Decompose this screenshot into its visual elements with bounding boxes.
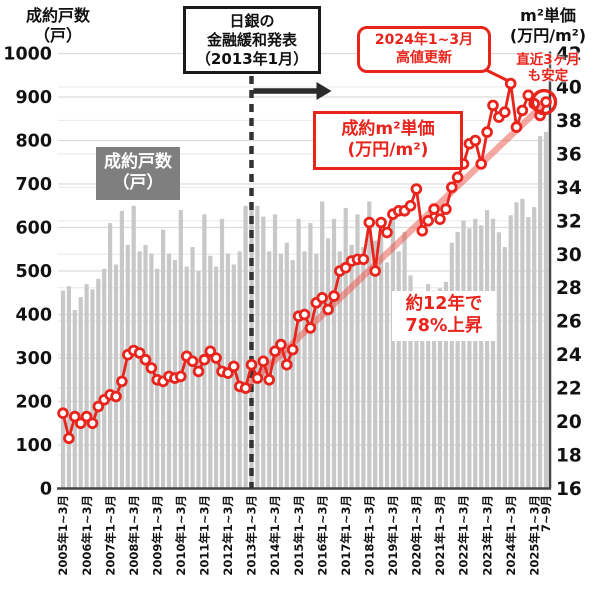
svg-text:2017年1~3月: 2017年1~3月 bbox=[339, 495, 353, 576]
svg-text:2007年1~3月: 2007年1~3月 bbox=[103, 495, 117, 576]
svg-text:2021年1~3月: 2021年1~3月 bbox=[433, 495, 447, 576]
svg-text:2020年1~3月: 2020年1~3月 bbox=[410, 495, 424, 576]
svg-text:26: 26 bbox=[556, 312, 582, 333]
svg-text:900: 900 bbox=[15, 88, 52, 108]
svg-text:500: 500 bbox=[15, 262, 52, 282]
svg-text:1000: 1000 bbox=[3, 45, 52, 65]
boj-line1: 日銀の bbox=[229, 12, 275, 30]
svg-text:2015年1~3月: 2015年1~3月 bbox=[292, 495, 306, 576]
svg-text:700: 700 bbox=[15, 175, 52, 195]
svg-text:2006年1~3月: 2006年1~3月 bbox=[80, 495, 94, 576]
svg-text:20: 20 bbox=[556, 412, 582, 433]
recent-stable-line2: も安定 bbox=[527, 67, 569, 84]
units-series-line2: （戸） bbox=[112, 173, 164, 194]
svg-text:800: 800 bbox=[15, 132, 52, 152]
svg-text:32: 32 bbox=[556, 211, 582, 232]
record-high-callout: 2024年1~3月 高値更新 bbox=[357, 26, 491, 73]
svg-text:2025年1~3月: 2025年1~3月 bbox=[527, 495, 541, 576]
price-series-line2: (万円/m²) bbox=[347, 140, 429, 161]
recent-stable-line1: 直近3ヶ月 bbox=[516, 52, 580, 68]
boj-easing-annotation: 日銀の 金融緩和発表 （2013年1月） bbox=[183, 6, 321, 75]
svg-text:16: 16 bbox=[556, 479, 582, 500]
svg-text:36: 36 bbox=[556, 144, 582, 165]
svg-text:2010年1~3月: 2010年1~3月 bbox=[174, 495, 188, 576]
svg-text:300: 300 bbox=[15, 349, 52, 369]
svg-text:2008年1~3月: 2008年1~3月 bbox=[127, 495, 141, 576]
units-series-legend: 成約戸数 （戸） bbox=[96, 147, 180, 200]
svg-text:2024年1~3月: 2024年1~3月 bbox=[504, 495, 518, 576]
svg-text:42: 42 bbox=[556, 44, 582, 65]
rise-line1: 約12年で bbox=[405, 294, 483, 314]
left-axis-title: 成約戸数 （戸） bbox=[8, 6, 108, 46]
svg-text:0: 0 bbox=[40, 480, 52, 500]
svg-text:2016年1~3月: 2016年1~3月 bbox=[315, 495, 329, 576]
price-series-legend: 成約m²単価 (万円/m²) bbox=[313, 111, 463, 170]
right-axis-title-line1: m²単価 bbox=[520, 6, 576, 25]
svg-text:2023年1~3月: 2023年1~3月 bbox=[480, 495, 494, 576]
right-axis-title: m²単価 (万円/m²) bbox=[497, 6, 599, 46]
svg-text:40: 40 bbox=[556, 78, 582, 99]
svg-text:2014年1~3月: 2014年1~3月 bbox=[268, 495, 282, 576]
left-axis-title-line2: （戸） bbox=[33, 26, 82, 45]
svg-text:2019年1~3月: 2019年1~3月 bbox=[386, 495, 400, 576]
svg-text:2013年1~3月: 2013年1~3月 bbox=[245, 495, 259, 576]
svg-text:2022年1~3月: 2022年1~3月 bbox=[457, 495, 471, 576]
svg-text:22: 22 bbox=[556, 379, 582, 400]
left-axis-title-line1: 成約戸数 bbox=[25, 6, 90, 25]
right-axis-title-line2: (万円/m²) bbox=[509, 26, 587, 45]
svg-text:34: 34 bbox=[556, 178, 582, 199]
record-high-line2: 高値更新 bbox=[396, 49, 452, 66]
price-series-line1: 成約m²単価 bbox=[341, 119, 435, 139]
svg-text:18: 18 bbox=[556, 446, 582, 467]
svg-text:28: 28 bbox=[556, 278, 582, 299]
svg-text:2018年1~3月: 2018年1~3月 bbox=[362, 495, 376, 576]
svg-text:100: 100 bbox=[15, 436, 52, 456]
svg-text:38: 38 bbox=[556, 111, 582, 132]
svg-text:2012年1~3月: 2012年1~3月 bbox=[221, 495, 235, 576]
svg-text:200: 200 bbox=[15, 393, 52, 413]
record-high-line1: 2024年1~3月 bbox=[374, 32, 474, 48]
units-series-line1: 成約戸数 bbox=[104, 152, 172, 172]
svg-text:400: 400 bbox=[15, 306, 52, 326]
svg-text:2009年1~3月: 2009年1~3月 bbox=[150, 495, 164, 576]
rise-line2: 78%上昇 bbox=[405, 315, 483, 336]
svg-text:7~9月: 7~9月 bbox=[539, 495, 553, 532]
boj-line2: 金融緩和発表 bbox=[206, 30, 297, 49]
boj-line3: （2013年1月） bbox=[195, 49, 309, 68]
rise-percent-annotation: 約12年で 78%上昇 bbox=[392, 291, 496, 341]
svg-text:24: 24 bbox=[556, 345, 582, 366]
svg-text:2011年1~3月: 2011年1~3月 bbox=[198, 495, 212, 576]
svg-text:600: 600 bbox=[15, 219, 52, 239]
svg-text:2005年1~3月: 2005年1~3月 bbox=[56, 495, 70, 576]
svg-text:30: 30 bbox=[556, 245, 582, 266]
recent-stable-label: 直近3ヶ月 も安定 bbox=[505, 52, 591, 84]
